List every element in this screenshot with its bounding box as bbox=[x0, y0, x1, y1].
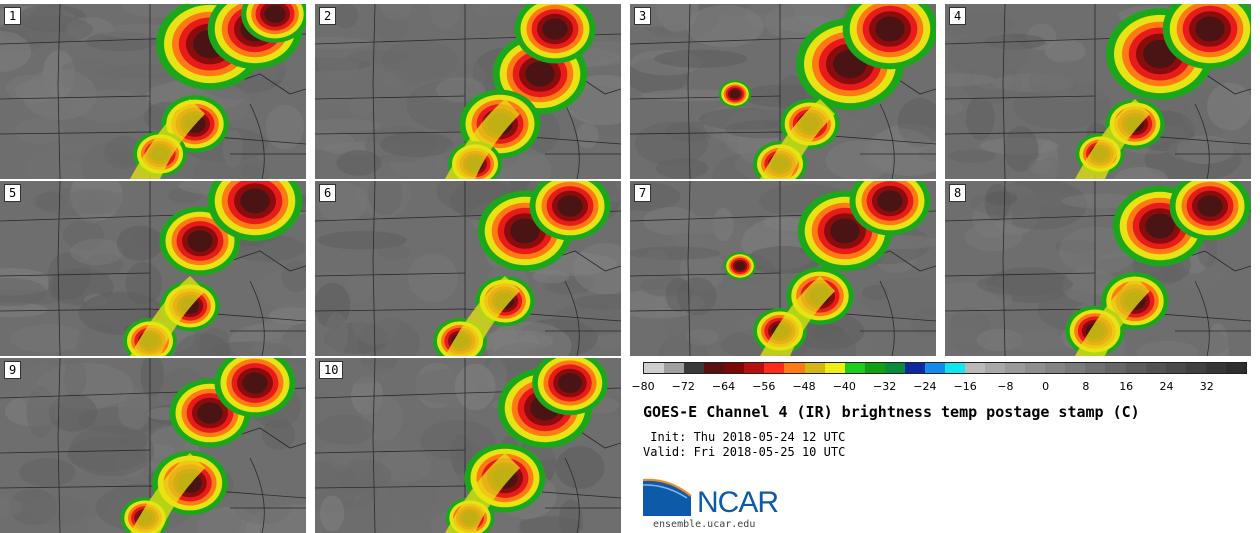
colorbar-tick-label: 24 bbox=[1159, 380, 1174, 393]
colorbar-tick-label: −64 bbox=[711, 380, 736, 393]
colorbar-swatch bbox=[944, 363, 965, 373]
panel-number: 4 bbox=[949, 7, 967, 25]
colorbar-swatch bbox=[965, 363, 986, 373]
panel-number: 2 bbox=[319, 7, 337, 25]
satellite-image bbox=[630, 4, 936, 179]
colorbar-tick-label: −16 bbox=[953, 380, 977, 393]
colorbar-swatch bbox=[1065, 363, 1086, 373]
panel-number: 1 bbox=[4, 7, 22, 25]
postage-stamp-panel-7: 7 bbox=[630, 181, 936, 356]
colorbar-swatch bbox=[864, 363, 885, 373]
satellite-image bbox=[945, 181, 1251, 356]
postage-stamp-panel-3: 3 bbox=[630, 4, 936, 179]
colorbar-tick-label: −32 bbox=[872, 380, 897, 393]
colorbar-swatch bbox=[704, 363, 725, 373]
postage-stamp-panel-5: 5 bbox=[0, 181, 306, 356]
colorbar-swatch bbox=[924, 363, 945, 373]
colorbar-swatch bbox=[904, 363, 925, 373]
panel-number: 9 bbox=[4, 361, 22, 379]
colorbar-swatch bbox=[1105, 363, 1126, 373]
colorbar-swatch bbox=[684, 363, 705, 373]
colorbar-swatch bbox=[1005, 363, 1026, 373]
colorbar-tick-label: −40 bbox=[832, 380, 856, 393]
colorbar-swatch bbox=[1045, 363, 1066, 373]
colorbar-swatch bbox=[1025, 363, 1046, 373]
satellite-image bbox=[630, 181, 936, 356]
init-time: Init: Thu 2018-05-24 12 UTC bbox=[643, 430, 846, 444]
colorbar-swatch bbox=[1085, 363, 1106, 373]
colorbar-swatch bbox=[784, 363, 805, 373]
colorbar-swatch bbox=[1145, 363, 1166, 373]
colorbar-swatch bbox=[644, 363, 665, 373]
colorbar-swatch bbox=[844, 363, 865, 373]
colorbar-swatch bbox=[744, 363, 765, 373]
colorbar-tick-label: −24 bbox=[913, 380, 937, 393]
panel-number: 7 bbox=[634, 184, 652, 202]
ncar-logo-icon bbox=[643, 478, 692, 516]
satellite-image bbox=[0, 358, 306, 533]
colorbar-tick-label: −48 bbox=[792, 380, 816, 393]
colorbar-swatch bbox=[664, 363, 685, 373]
colorbar-swatch bbox=[1225, 363, 1246, 373]
panel-number: 3 bbox=[634, 7, 652, 25]
postage-stamp-panel-9: 9 bbox=[0, 358, 306, 533]
satellite-image bbox=[0, 181, 306, 356]
satellite-image bbox=[0, 4, 306, 179]
panel-number: 8 bbox=[949, 184, 967, 202]
colorbar-swatch bbox=[804, 363, 825, 373]
postage-stamp-panel-10: 10 bbox=[315, 358, 621, 533]
colorbar-swatch bbox=[1165, 363, 1186, 373]
satellite-image bbox=[315, 181, 621, 356]
colorbar-tick-label: 8 bbox=[1082, 380, 1090, 393]
colorbar bbox=[643, 362, 1247, 374]
colorbar-tick-label: −80 bbox=[631, 380, 655, 393]
postage-stamp-panel-1: 1 bbox=[0, 4, 306, 179]
colorbar-tick-label: −72 bbox=[671, 380, 695, 393]
site-url: ensemble.ucar.edu bbox=[653, 519, 756, 530]
colorbar-tick-label: −8 bbox=[997, 380, 1014, 393]
colorbar-swatch bbox=[824, 363, 845, 373]
postage-stamp-panel-4: 4 bbox=[945, 4, 1251, 179]
valid-time: Valid: Fri 2018-05-25 10 UTC bbox=[643, 445, 846, 459]
colorbar-tick-label: −56 bbox=[752, 380, 776, 393]
colorbar-tick-label: 16 bbox=[1119, 380, 1134, 393]
postage-stamp-panel-2: 2 bbox=[315, 4, 621, 179]
colorbar-tick-label: 0 bbox=[1042, 380, 1050, 393]
colorbar-swatch bbox=[884, 363, 905, 373]
panel-number: 5 bbox=[4, 184, 22, 202]
colorbar-swatch bbox=[1205, 363, 1226, 373]
page-title: GOES-E Channel 4 (IR) brightness temp po… bbox=[643, 403, 1140, 421]
postage-stamp-panel-6: 6 bbox=[315, 181, 621, 356]
panel-number: 10 bbox=[319, 361, 344, 379]
colorbar-swatch bbox=[1125, 363, 1146, 373]
satellite-image bbox=[945, 4, 1251, 179]
ncar-logo-text: NCAR bbox=[697, 486, 779, 519]
colorbar-swatch bbox=[724, 363, 745, 373]
postage-stamp-panel-8: 8 bbox=[945, 181, 1251, 356]
panel-number: 6 bbox=[319, 184, 337, 202]
colorbar-swatch bbox=[985, 363, 1006, 373]
satellite-image bbox=[315, 358, 621, 533]
colorbar-tick-label: 32 bbox=[1199, 380, 1214, 393]
colorbar-ticks: −80 −72 −64 −56 −48 −40 −32 −24 −16 −8 0 8 16 24 32 bbox=[631, 380, 1247, 394]
colorbar-swatch bbox=[764, 363, 785, 373]
colorbar-swatch bbox=[1185, 363, 1206, 373]
satellite-image bbox=[315, 4, 621, 179]
